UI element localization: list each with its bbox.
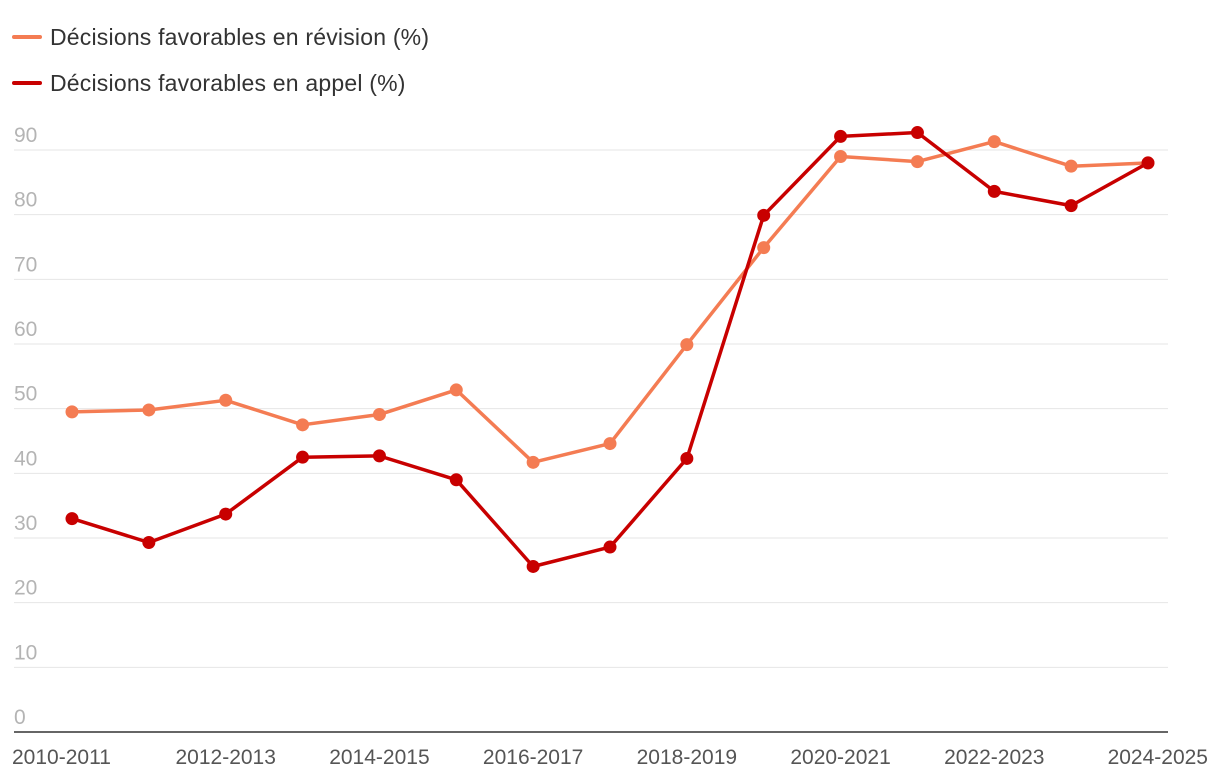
legend-label-revision: Décisions favorables en révision (%) xyxy=(50,23,430,50)
y-tick-label: 90 xyxy=(14,124,37,147)
series-revision xyxy=(65,135,1155,469)
data-point[interactable] xyxy=(372,407,386,421)
data-point[interactable] xyxy=(296,418,310,432)
x-tick-label: 2018-2019 xyxy=(637,746,737,769)
data-point[interactable] xyxy=(65,405,79,419)
data-point[interactable] xyxy=(910,126,924,140)
y-tick-label: 60 xyxy=(14,318,37,341)
legend-item-appel[interactable]: Décisions favorables en appel (%) xyxy=(12,60,429,106)
legend-item-revision[interactable]: Décisions favorables en révision (%) xyxy=(12,14,429,60)
data-point[interactable] xyxy=(1141,156,1155,170)
x-tick-label: 2024-2025 xyxy=(1108,746,1208,769)
y-tick-label: 20 xyxy=(14,577,37,600)
data-point[interactable] xyxy=(219,507,233,521)
data-point[interactable] xyxy=(526,559,540,573)
data-point[interactable] xyxy=(142,403,156,417)
data-point[interactable] xyxy=(603,540,617,554)
data-point[interactable] xyxy=(142,536,156,550)
data-point[interactable] xyxy=(757,241,771,255)
data-point[interactable] xyxy=(987,184,1001,198)
data-point[interactable] xyxy=(219,393,233,407)
data-point[interactable] xyxy=(1064,199,1078,213)
data-point[interactable] xyxy=(603,437,617,451)
data-point[interactable] xyxy=(757,208,771,222)
x-tick-label: 2020-2021 xyxy=(790,746,890,769)
y-tick-label: 0 xyxy=(14,706,26,729)
x-tick-label: 2010-2011 xyxy=(12,746,111,769)
series-appel xyxy=(65,126,1155,573)
grid-lines xyxy=(14,149,1168,733)
y-tick-label: 50 xyxy=(14,383,37,406)
series-line xyxy=(70,139,1150,465)
data-point[interactable] xyxy=(372,449,386,463)
x-tick-label: 2022-2023 xyxy=(944,746,1044,769)
x-tick-label: 2012-2013 xyxy=(175,746,275,769)
series-layer xyxy=(65,126,1155,573)
legend-label-appel: Décisions favorables en appel (%) xyxy=(50,69,406,96)
data-point[interactable] xyxy=(296,450,310,464)
data-point[interactable] xyxy=(680,451,694,465)
series-line xyxy=(70,130,1150,569)
y-tick-label: 40 xyxy=(14,447,37,470)
x-axis: 2010-2011 2012-2013 2014-2015 2016-2017 2018… xyxy=(12,746,1208,769)
data-point[interactable] xyxy=(449,473,463,487)
legend: Décisions favorables en révision (%) Déc… xyxy=(12,14,429,106)
y-axis: 0 10 20 30 40 50 60 70 80 90 xyxy=(14,124,37,729)
legend-swatch-revision xyxy=(12,35,42,39)
data-point[interactable] xyxy=(449,383,463,397)
y-tick-label: 30 xyxy=(14,512,37,535)
data-point[interactable] xyxy=(834,149,848,163)
y-tick-label: 10 xyxy=(14,641,37,664)
data-point[interactable] xyxy=(834,129,848,143)
y-tick-label: 80 xyxy=(14,189,37,212)
x-tick-label: 2016-2017 xyxy=(483,746,583,769)
data-point[interactable] xyxy=(526,455,540,469)
data-point[interactable] xyxy=(680,338,694,352)
data-point[interactable] xyxy=(65,512,79,526)
legend-swatch-appel xyxy=(12,81,42,85)
data-point[interactable] xyxy=(987,135,1001,149)
y-tick-label: 70 xyxy=(14,253,37,276)
data-point[interactable] xyxy=(1064,159,1078,173)
data-point[interactable] xyxy=(910,155,924,169)
x-tick-label: 2014-2015 xyxy=(329,746,429,769)
